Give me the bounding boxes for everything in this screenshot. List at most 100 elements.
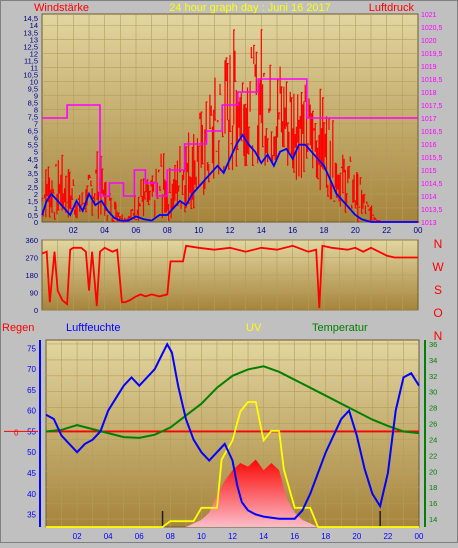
humidity-y-tick-label: 40 <box>27 490 36 499</box>
pressure-y-tick-label: 1018 <box>421 90 437 97</box>
climate-x-tick-label: 08 <box>166 532 175 541</box>
direction-compass-label: O <box>433 306 442 320</box>
pressure-y-tick-label: 1014,5 <box>421 181 443 188</box>
pressure-y-tick-label: 1019 <box>421 64 437 71</box>
direction-y-tick-label: 360 <box>25 236 38 245</box>
header-left-label: Windstärke <box>34 2 89 14</box>
wind-y-tick-label: 10,5 <box>23 70 38 79</box>
wind-y-tick-label: 11,5 <box>24 56 38 65</box>
wind-y-tick-label: 8,5 <box>28 99 38 108</box>
humidity-y-tick-label: 45 <box>27 469 36 478</box>
direction-y-tick-label: 180 <box>25 271 38 280</box>
header-title: 24 hour graph day : Juni 16 2017 <box>169 2 330 14</box>
climate-x-tick-label: 16 <box>290 532 299 541</box>
uv-series <box>46 401 419 528</box>
wind-x-tick-label: 22 <box>382 226 391 235</box>
wind-x-tick-label: 14 <box>257 226 266 235</box>
wind-y-tick-label: 12,5 <box>23 42 38 51</box>
direction-compass-label: W <box>432 260 444 274</box>
wind-y-tick-label: 0,5 <box>28 211 38 220</box>
rain-zero-label: 0 <box>14 428 19 437</box>
temperature-y-tick-label: 34 <box>429 356 437 365</box>
direction-y-tick-label: 270 <box>25 254 38 263</box>
temperature-y-tick-label: 36 <box>429 340 437 349</box>
wind-y-tick-label: 10 <box>30 77 38 86</box>
wind-y-tick-label: 4,5 <box>28 155 38 164</box>
humidity-y-tick-label: 65 <box>27 386 36 395</box>
header-right-label: Luftdruck <box>369 2 415 14</box>
temperature-y-tick-label: 14 <box>429 515 437 524</box>
wind-y-tick-label: 1 <box>34 204 38 213</box>
pressure-y-tick-label: 1021 <box>421 12 437 19</box>
humidity-y-tick-label: 70 <box>27 365 36 374</box>
pressure-y-tick-label: 1017 <box>421 116 437 123</box>
humidity-y-tick-label: 60 <box>27 407 36 416</box>
climate-panel: 3540455055606570751416182022242628303234… <box>4 339 437 541</box>
wind-x-tick-label: 16 <box>288 226 297 235</box>
pressure-y-tick-label: 1018,5 <box>421 77 443 84</box>
temperature-label: Temperatur <box>312 322 368 334</box>
climate-x-tick-label: 06 <box>135 532 144 541</box>
wind-y-tick-label: 3 <box>34 176 38 185</box>
uv-label: UV <box>246 322 262 334</box>
pressure-y-tick-label: 1015,5 <box>421 155 443 162</box>
wind-x-tick-label: 18 <box>320 226 329 235</box>
wind-average-series <box>41 133 418 223</box>
wind-y-tick-label: 3,5 <box>28 169 38 178</box>
wind-x-tick-label: 10 <box>194 226 203 235</box>
humidity-y-tick-label: 35 <box>27 511 36 520</box>
wind-y-tick-label: 2 <box>34 190 38 199</box>
temperature-y-tick-label: 20 <box>429 467 437 476</box>
wind-y-tick-label: 5,5 <box>28 141 38 150</box>
wind-y-tick-label: 6,5 <box>28 127 38 136</box>
pressure-y-tick-label: 1013,5 <box>421 207 443 214</box>
wind-direction-series <box>41 244 418 309</box>
climate-x-tick-label: 12 <box>228 532 237 541</box>
solar-radiation-area <box>46 459 419 527</box>
climate-x-tick-label: 20 <box>352 532 361 541</box>
wind-x-tick-label: 20 <box>351 226 360 235</box>
wind-x-tick-label: 02 <box>69 226 78 235</box>
climate-x-tick-label: 18 <box>321 532 330 541</box>
wind-y-tick-label: 14,5 <box>23 14 38 23</box>
pressure-y-tick-label: 1020,5 <box>421 25 443 32</box>
climate-x-tick-label: 22 <box>383 532 392 541</box>
temperature-y-tick-label: 24 <box>429 435 437 444</box>
climate-x-tick-label: 04 <box>104 532 113 541</box>
direction-compass-label: N <box>434 329 443 343</box>
humidity-label: Luftfeuchte <box>66 322 120 334</box>
wind-x-tick-label: 04 <box>100 226 109 235</box>
wind-y-tick-label: 13 <box>30 35 38 44</box>
humidity-y-tick-label: 50 <box>27 448 36 457</box>
wind-y-tick-label: 6 <box>34 134 38 143</box>
wind-y-tick-label: 4 <box>34 162 38 171</box>
direction-y-tick-label: 0 <box>34 306 38 315</box>
direction-compass-label: S <box>434 283 442 297</box>
humidity-series <box>45 342 420 520</box>
wind-y-tick-label: 7 <box>34 120 38 129</box>
pressure-y-tick-label: 1016,5 <box>421 129 443 136</box>
climate-x-tick-label: 00 <box>415 532 424 541</box>
wind-x-tick-label: 06 <box>132 226 141 235</box>
pressure-y-tick-label: 1016 <box>421 142 437 149</box>
temperature-y-tick-label: 22 <box>429 451 437 460</box>
wind-x-tick-label: 12 <box>226 226 235 235</box>
wind-pressure-panel: 00,511,522,533,544,555,566,577,588,599,5… <box>23 12 442 235</box>
temperature-y-tick-label: 26 <box>429 420 437 429</box>
temperature-y-tick-label: 32 <box>429 372 437 381</box>
wind-y-tick-label: 9 <box>34 92 38 101</box>
pressure-y-tick-label: 1020 <box>421 38 437 45</box>
direction-y-tick-label: 90 <box>30 289 38 298</box>
wind-x-tick-label: 00 <box>414 226 423 235</box>
wind-y-tick-label: 12 <box>30 49 38 58</box>
pressure-y-tick-label: 1015 <box>421 168 437 175</box>
temperature-y-tick-label: 16 <box>429 499 437 508</box>
temperature-y-tick-label: 30 <box>429 388 437 397</box>
humidity-y-tick-label: 75 <box>27 344 36 353</box>
pressure-y-tick-label: 1019,5 <box>421 51 443 58</box>
temperature-series <box>45 365 420 439</box>
wind-y-tick-label: 13,5 <box>23 28 38 37</box>
wind-y-tick-label: 1,5 <box>28 197 38 206</box>
